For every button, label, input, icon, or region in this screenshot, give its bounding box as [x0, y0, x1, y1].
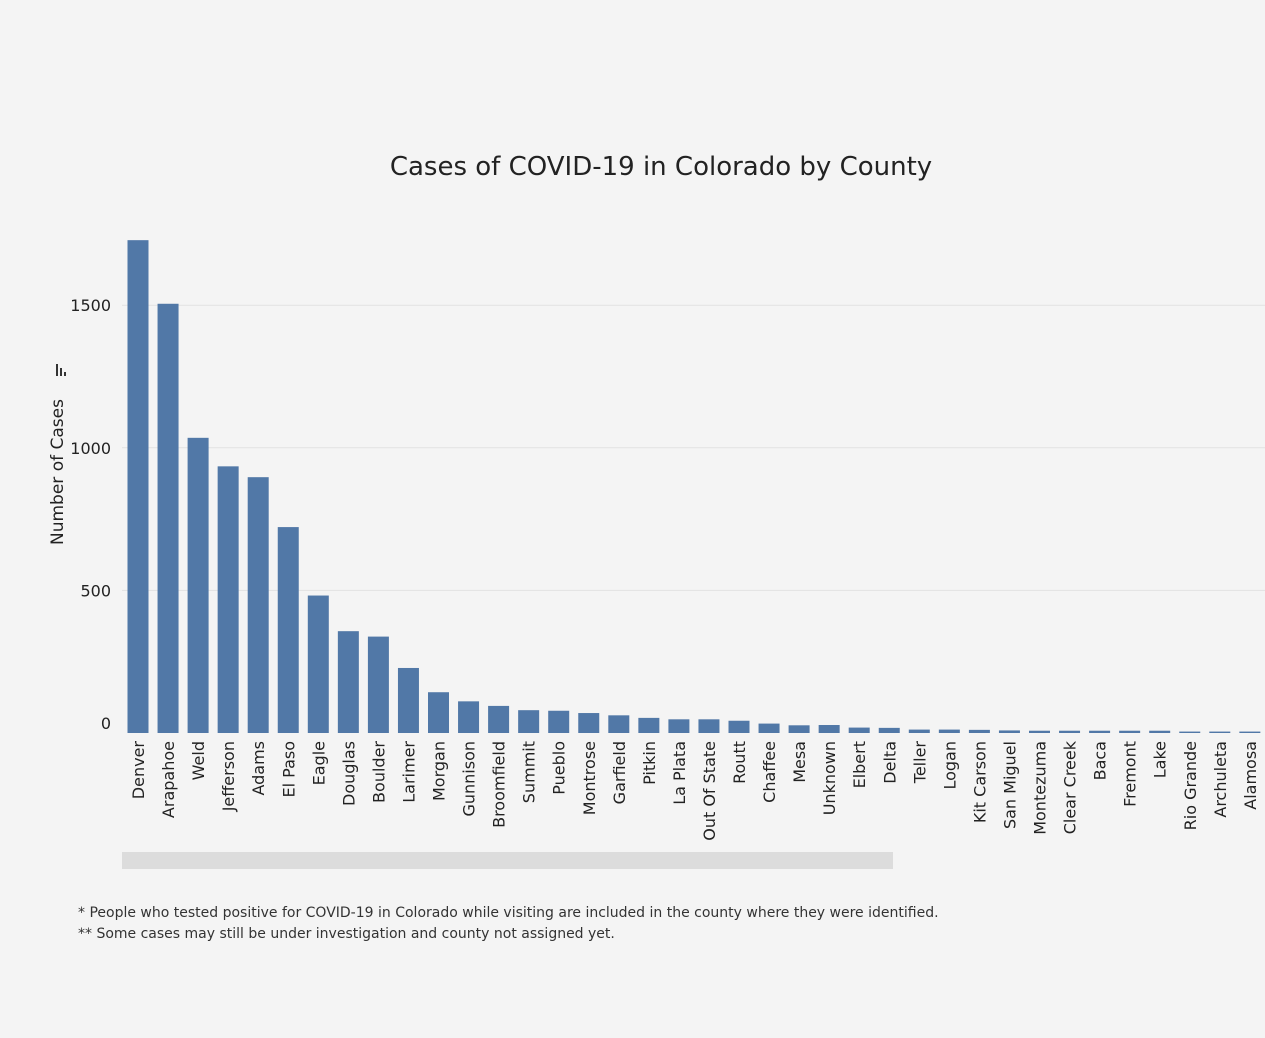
x-tick-label: Pueblo [550, 741, 569, 795]
bar-denver[interactable] [127, 240, 149, 734]
x-tick-label: Clear Creek [1061, 740, 1080, 834]
x-tick-label: Elbert [850, 741, 869, 788]
x-tick-label: Eagle [309, 741, 328, 785]
bar-rio-grande[interactable] [1179, 731, 1201, 733]
bar-larimer[interactable] [397, 667, 419, 733]
bars [127, 240, 1261, 734]
x-tick-label: Montezuma [1031, 741, 1050, 835]
bar-eagle[interactable] [307, 595, 329, 733]
bar-jefferson[interactable] [217, 466, 239, 733]
x-tick-label: Pitkin [640, 741, 659, 785]
bar-morgan[interactable] [428, 692, 449, 733]
y-tick-label: 1000 [70, 439, 111, 458]
y-tick-label: 0 [101, 714, 111, 733]
x-tick-label: Adams [249, 741, 268, 796]
x-tick-label: Broomfield [490, 741, 509, 828]
bar-san-miguel[interactable] [998, 730, 1020, 733]
x-tick-label: Arapahoe [159, 741, 178, 818]
bar-arapahoe[interactable] [157, 303, 179, 733]
bar-montrose[interactable] [578, 713, 600, 733]
x-tick-label: Unknown [820, 741, 839, 815]
x-tick-labels: Denver Arapahoe Weld Jefferson Adams El Paso E… [129, 740, 1260, 841]
filter-icon[interactable] [53, 362, 67, 378]
x-tick-label: Teller [910, 741, 929, 785]
bar-out-of-state[interactable] [698, 719, 720, 733]
x-tick-label: Archuleta [1211, 741, 1230, 818]
bar-lake[interactable] [1149, 730, 1171, 733]
y-axis-title: Number of Cases [48, 399, 68, 545]
bar-douglas[interactable] [337, 631, 359, 733]
bar-mesa[interactable] [788, 725, 810, 733]
x-tick-label: Mesa [790, 741, 809, 783]
bar-kit-carson[interactable] [968, 729, 990, 733]
x-tick-label: Summit [520, 741, 539, 803]
bar-montezuma[interactable] [1029, 730, 1050, 733]
bar-adams[interactable] [247, 477, 269, 733]
bar-gunnison[interactable] [458, 701, 480, 733]
bar-alamosa[interactable] [1239, 731, 1261, 733]
y-tick-label: 1500 [70, 296, 111, 315]
x-tick-label: Lake [1151, 741, 1170, 778]
bar-elbert[interactable] [848, 727, 870, 733]
footnote-unassigned: ** Some cases may still be under investi… [78, 926, 615, 942]
x-tick-label: Denver [129, 741, 148, 800]
x-tick-label: Garfield [610, 741, 629, 804]
x-tick-label: Out Of State [700, 741, 719, 841]
bar-clear-creek[interactable] [1059, 730, 1081, 733]
bar-weld[interactable] [187, 437, 209, 733]
bar-el-paso[interactable] [277, 527, 299, 733]
x-tick-label: Gunnison [460, 741, 479, 817]
gridlines [122, 304, 1265, 591]
bar-routt[interactable] [728, 720, 750, 733]
x-tick-label: Jefferson [219, 741, 238, 812]
x-tick-label: El Paso [279, 741, 298, 798]
x-tick-label: Montrose [580, 741, 599, 815]
x-tick-label: Routt [730, 741, 749, 784]
bar-la-plata[interactable] [668, 719, 690, 733]
bar-archuleta[interactable] [1209, 731, 1231, 733]
bar-chart: 0 500 1000 1500 Denver Arapahoe Weld Jefferson… [48, 240, 1265, 841]
bar-pitkin[interactable] [638, 717, 660, 733]
x-tick-label: Kit Carson [970, 741, 989, 823]
bar-garfield[interactable] [608, 715, 630, 733]
chart-scrollbar[interactable] [122, 852, 893, 869]
x-tick-label: Baca [1091, 741, 1110, 780]
y-tick-label: 500 [80, 581, 111, 600]
bar-logan[interactable] [938, 729, 960, 733]
x-tick-label: Fremont [1121, 741, 1140, 807]
bar-unknown[interactable] [818, 725, 840, 733]
x-tick-label: Alamosa [1241, 741, 1260, 810]
x-tick-label: Delta [880, 741, 899, 784]
x-tick-label: Weld [189, 741, 208, 780]
x-tick-label: Larimer [399, 741, 418, 803]
bar-boulder[interactable] [367, 636, 389, 733]
x-tick-label: La Plata [670, 741, 689, 805]
x-tick-label: Logan [940, 741, 959, 790]
x-tick-label: Rio Grande [1181, 741, 1200, 830]
x-tick-label: Morgan [430, 741, 449, 801]
x-tick-label: Chaffee [760, 741, 779, 803]
x-tick-label: Douglas [339, 741, 358, 806]
x-tick-label: Boulder [369, 741, 388, 803]
bar-chaffee[interactable] [758, 723, 780, 733]
y-tick-labels: 0 500 1000 1500 [70, 296, 111, 733]
chart-title: Cases of COVID-19 in Colorado by County [389, 152, 933, 182]
bar-delta[interactable] [878, 727, 900, 733]
x-tick-label: San Miguel [1000, 741, 1019, 829]
footnote-visitors: * People who tested positive for COVID-1… [78, 905, 939, 921]
bar-broomfield[interactable] [488, 705, 510, 733]
bar-teller[interactable] [908, 729, 930, 733]
bar-summit[interactable] [518, 710, 540, 733]
bar-baca[interactable] [1089, 730, 1111, 733]
bar-pueblo[interactable] [548, 710, 570, 733]
bar-fremont[interactable] [1119, 730, 1141, 733]
footnotes: * People who tested positive for COVID-1… [78, 903, 939, 945]
